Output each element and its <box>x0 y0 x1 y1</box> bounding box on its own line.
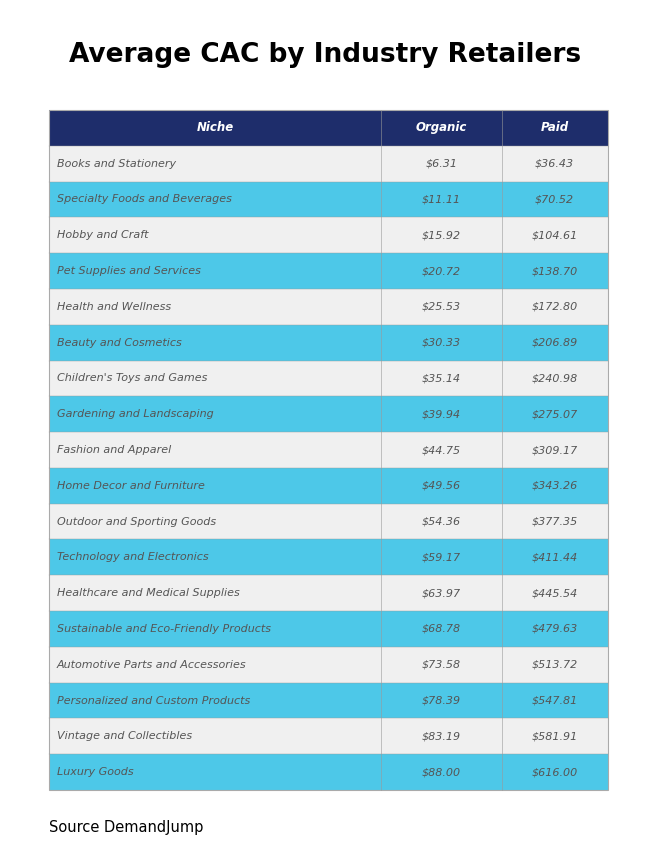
Text: Outdoor and Sporting Goods: Outdoor and Sporting Goods <box>57 517 216 527</box>
Text: $49.56: $49.56 <box>422 481 461 490</box>
Text: $172.80: $172.80 <box>532 302 578 312</box>
Text: Healthcare and Medical Supplies: Healthcare and Medical Supplies <box>57 588 239 598</box>
Text: Niche: Niche <box>196 122 234 134</box>
Text: Pet Supplies and Services: Pet Supplies and Services <box>57 266 201 276</box>
Bar <box>49 718 608 754</box>
Text: $479.63: $479.63 <box>532 624 578 634</box>
Text: Beauty and Cosmetics: Beauty and Cosmetics <box>57 337 181 348</box>
Text: $73.58: $73.58 <box>422 660 461 670</box>
Text: $377.35: $377.35 <box>532 517 578 527</box>
Text: $30.33: $30.33 <box>422 337 461 348</box>
Text: Children's Toys and Games: Children's Toys and Games <box>57 373 207 383</box>
Text: Luxury Goods: Luxury Goods <box>57 767 133 777</box>
Bar <box>49 647 608 683</box>
Bar <box>49 146 608 182</box>
Text: Paid: Paid <box>541 122 569 134</box>
Text: Automotive Parts and Accessories: Automotive Parts and Accessories <box>57 660 246 670</box>
Text: Sustainable and Eco-Friendly Products: Sustainable and Eco-Friendly Products <box>57 624 271 634</box>
Text: $411.44: $411.44 <box>532 552 578 563</box>
Text: $275.07: $275.07 <box>532 409 578 419</box>
Text: $6.31: $6.31 <box>426 159 458 168</box>
Text: $20.72: $20.72 <box>422 266 461 276</box>
Text: Books and Stationery: Books and Stationery <box>57 159 176 168</box>
Bar <box>49 683 608 718</box>
Bar <box>49 540 608 575</box>
Text: Technology and Electronics: Technology and Electronics <box>57 552 209 563</box>
Text: $104.61: $104.61 <box>532 230 578 241</box>
Bar <box>49 396 608 432</box>
Text: $88.00: $88.00 <box>422 767 461 777</box>
Text: $513.72: $513.72 <box>532 660 578 670</box>
Text: Average CAC by Industry Retailers: Average CAC by Industry Retailers <box>69 42 581 68</box>
Bar <box>49 360 608 396</box>
Text: $138.70: $138.70 <box>532 266 578 276</box>
Text: $68.78: $68.78 <box>422 624 461 634</box>
Bar <box>49 325 608 360</box>
Text: $44.75: $44.75 <box>422 445 461 455</box>
Text: Gardening and Landscaping: Gardening and Landscaping <box>57 409 213 419</box>
Text: $54.36: $54.36 <box>422 517 461 527</box>
Bar <box>49 575 608 611</box>
Text: Specialty Foods and Beverages: Specialty Foods and Beverages <box>57 195 231 205</box>
Text: $547.81: $547.81 <box>532 695 578 706</box>
Bar <box>49 504 608 540</box>
Text: $15.92: $15.92 <box>422 230 461 241</box>
Bar <box>49 110 608 790</box>
Bar <box>49 611 608 647</box>
Bar <box>49 468 608 504</box>
Text: Source DemandJump: Source DemandJump <box>49 820 203 835</box>
Text: $616.00: $616.00 <box>532 767 578 777</box>
Text: Personalized and Custom Products: Personalized and Custom Products <box>57 695 250 706</box>
Text: Vintage and Collectibles: Vintage and Collectibles <box>57 731 192 741</box>
Text: $240.98: $240.98 <box>532 373 578 383</box>
Text: $83.19: $83.19 <box>422 731 461 741</box>
Text: $309.17: $309.17 <box>532 445 578 455</box>
Text: $11.11: $11.11 <box>422 195 461 205</box>
Text: $36.43: $36.43 <box>535 159 574 168</box>
Bar <box>49 218 608 253</box>
Bar <box>49 754 608 790</box>
Bar <box>49 432 608 468</box>
Text: $39.94: $39.94 <box>422 409 461 419</box>
Text: $70.52: $70.52 <box>535 195 574 205</box>
Text: $206.89: $206.89 <box>532 337 578 348</box>
Text: $59.17: $59.17 <box>422 552 461 563</box>
Bar <box>49 110 608 146</box>
Text: Hobby and Craft: Hobby and Craft <box>57 230 148 241</box>
Text: $343.26: $343.26 <box>532 481 578 490</box>
Bar <box>49 289 608 325</box>
Text: $25.53: $25.53 <box>422 302 461 312</box>
Bar <box>49 253 608 289</box>
Text: Home Decor and Furniture: Home Decor and Furniture <box>57 481 205 490</box>
Text: $445.54: $445.54 <box>532 588 578 598</box>
Text: Fashion and Apparel: Fashion and Apparel <box>57 445 171 455</box>
Text: Health and Wellness: Health and Wellness <box>57 302 171 312</box>
Text: $35.14: $35.14 <box>422 373 461 383</box>
Text: $78.39: $78.39 <box>422 695 461 706</box>
Text: $63.97: $63.97 <box>422 588 461 598</box>
Text: $581.91: $581.91 <box>532 731 578 741</box>
Bar <box>49 182 608 218</box>
Text: Organic: Organic <box>416 122 467 134</box>
